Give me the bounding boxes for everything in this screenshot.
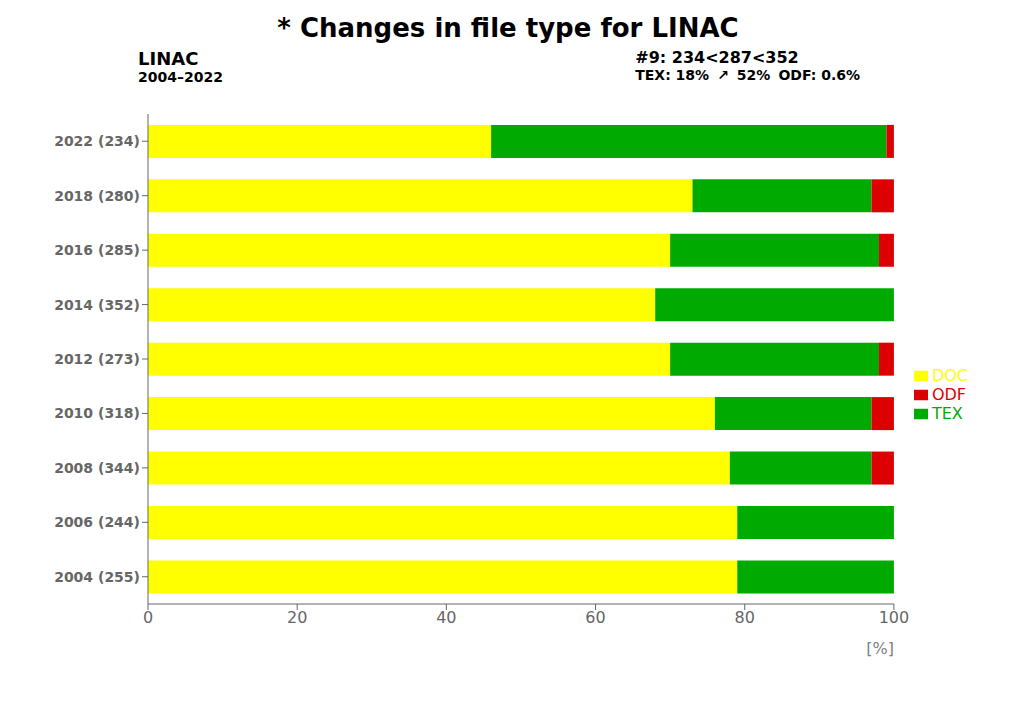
svg-text:2010 (318): 2010 (318) <box>54 405 140 421</box>
html-text:ODF: 0.6%: ODF: 0.6% <box>778 67 860 83</box>
svg-text:100: 100 <box>879 608 910 627</box>
svg-text:2006 (244): 2006 (244) <box>54 514 140 530</box>
html-text:LINAC: LINAC <box>138 48 199 69</box>
svg-text:2018 (280): 2018 (280) <box>54 188 140 204</box>
svg-text:60: 60 <box>585 608 605 627</box>
html-text:#9: 234<287<352: #9: 234<287<352 <box>635 48 799 67</box>
svg-text:2012 (273): 2012 (273) <box>54 351 140 367</box>
svg-text:20: 20 <box>287 608 307 627</box>
svg-text:2014 (352): 2014 (352) <box>54 297 140 313</box>
svg-text:2008 (344): 2008 (344) <box>54 460 140 476</box>
svg-text:2022 (234): 2022 (234) <box>54 133 140 149</box>
html-text:ODF: ODF <box>931 384 966 404</box>
html-text:DOC: DOC <box>931 365 968 385</box>
svg-text:40: 40 <box>436 608 456 627</box>
html-text:TEX: TEX <box>931 403 963 423</box>
html-text:52%: 52% <box>736 67 771 83</box>
html-text:TEX: 18%: TEX: 18% <box>635 67 710 83</box>
html-text:2004–2022: 2004–2022 <box>138 69 223 85</box>
svg-text:[%]: [%] <box>866 639 894 658</box>
svg-text:2004 (255): 2004 (255) <box>54 569 140 585</box>
svg-text:2016 (285): 2016 (285) <box>54 242 140 258</box>
html-text:* Changes in file type for LIN: * Changes in file type for LINAC <box>277 13 739 43</box>
svg-text:80: 80 <box>735 608 755 627</box>
svg-text:0: 0 <box>143 608 153 627</box>
